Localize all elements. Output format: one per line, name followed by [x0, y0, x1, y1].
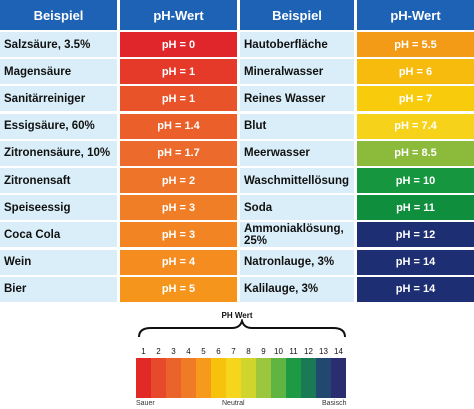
- right-ph-value: pH = 5.5: [357, 32, 474, 57]
- left-ph-value: pH = 4: [120, 249, 237, 275]
- scale-segment: [256, 358, 271, 398]
- scale-segment: [181, 358, 196, 398]
- label-neutral: Neutral: [222, 400, 245, 407]
- left-ph-value: pH = 1: [120, 86, 237, 112]
- scale-segment: [316, 358, 331, 398]
- header-ph-right: pH-Wert: [357, 0, 474, 30]
- scale-segment: [136, 358, 151, 398]
- right-example-label: Waschmittellösung: [240, 168, 354, 193]
- scale-segment: [331, 358, 346, 398]
- right-ph-value: pH = 6: [357, 59, 474, 85]
- left-example-label: Magensäure: [0, 59, 117, 85]
- brace-icon: [138, 319, 346, 338]
- left-ph-value: pH = 2: [120, 168, 237, 193]
- scale-number: 7: [231, 347, 236, 356]
- scale-number: 1: [141, 347, 146, 356]
- scale-title: PH Wert: [221, 311, 253, 320]
- scale-number: 8: [246, 347, 251, 356]
- scale-segment: [151, 358, 166, 398]
- left-ph-value: pH = 5: [120, 276, 237, 302]
- label-sauer: Sauer: [136, 400, 155, 407]
- left-example-label: Salzsäure, 3.5%: [0, 32, 117, 57]
- scale-segment: [286, 358, 301, 398]
- right-example-label: Natronlauge, 3%: [240, 249, 354, 275]
- table-row: Zitronensäure, 10% pH = 1.7 Meerwasser pH =…: [0, 140, 474, 166]
- left-ph-value: pH = 0: [120, 32, 237, 57]
- ph-scale: PH Wert 1 2 3 4 5 6 7 8 9 10 11 12 13 14 Sauer Neutra…: [0, 305, 474, 409]
- right-ph-value: pH = 7: [357, 86, 474, 112]
- left-example-label: Sanitärreiniger: [0, 86, 117, 112]
- table-row: Sanitärreiniger pH = 1 Reines Wasser pH = 7: [0, 86, 474, 112]
- left-example-label: Wein: [0, 249, 117, 275]
- table-row: Coca Cola pH = 3 Ammoniaklösung, 25% pH = 1…: [0, 222, 474, 248]
- right-example-label: Meerwasser: [240, 140, 354, 166]
- left-example-label: Zitronensaft: [0, 168, 117, 193]
- right-example-label: Ammoniaklösung, 25%: [240, 222, 354, 248]
- header-beispiel-right: Beispiel: [240, 0, 354, 30]
- header-beispiel-left: Beispiel: [0, 0, 117, 30]
- scale-number: 11: [289, 347, 298, 356]
- left-example-label: Coca Cola: [0, 222, 117, 248]
- scale-segment: [241, 358, 256, 398]
- scale-number: 13: [319, 347, 328, 356]
- scale-segment: [166, 358, 181, 398]
- right-ph-value: pH = 14: [357, 249, 474, 275]
- scale-segment: [301, 358, 316, 398]
- right-ph-value: pH = 10: [357, 168, 474, 193]
- right-example-label: Soda: [240, 195, 354, 221]
- scale-segment: [211, 358, 226, 398]
- right-example-label: Reines Wasser: [240, 86, 354, 112]
- left-example-label: Speiseessig: [0, 195, 117, 221]
- right-ph-value: pH = 14: [357, 276, 474, 302]
- table-row: Essigsäure, 60% pH = 1.4 Blut pH = 7.4: [0, 113, 474, 139]
- table-row: Wein pH = 4 Natronlauge, 3% pH = 14: [0, 249, 474, 275]
- left-example-label: Zitronensäure, 10%: [0, 140, 117, 166]
- label-basisch: Basisch: [322, 400, 347, 407]
- right-example-label: Kalilauge, 3%: [240, 276, 354, 302]
- left-ph-value: pH = 1: [120, 59, 237, 85]
- scale-number: 12: [304, 347, 313, 356]
- table-row: Zitronensaft pH = 2 Waschmittellösung pH = …: [0, 168, 474, 193]
- table-row: Speiseessig pH = 3 Soda pH = 11: [0, 195, 474, 221]
- right-ph-value: pH = 7.4: [357, 113, 474, 139]
- header-ph-left: pH-Wert: [120, 0, 237, 30]
- right-example-label: Mineralwasser: [240, 59, 354, 85]
- left-ph-value: pH = 1.7: [120, 140, 237, 166]
- scale-segment: [196, 358, 211, 398]
- table-row: Magensäure pH = 1 Mineralwasser pH = 6: [0, 59, 474, 85]
- scale-number: 5: [201, 347, 206, 356]
- left-example-label: Essigsäure, 60%: [0, 113, 117, 139]
- left-ph-value: pH = 1.4: [120, 113, 237, 139]
- right-ph-value: pH = 11: [357, 195, 474, 221]
- right-ph-value: pH = 8.5: [357, 140, 474, 166]
- left-ph-value: pH = 3: [120, 195, 237, 221]
- scale-number: 4: [186, 347, 191, 356]
- table-header: Beispiel pH-Wert Beispiel pH-Wert: [0, 0, 474, 30]
- scale-number: 10: [274, 347, 283, 356]
- scale-number: 3: [171, 347, 176, 356]
- scale-segment: [271, 358, 286, 398]
- scale-number: 6: [216, 347, 221, 356]
- right-example-label: Hautoberfläche: [240, 32, 354, 57]
- ph-color-bar: [136, 358, 346, 398]
- scale-number: 2: [156, 347, 161, 356]
- left-ph-value: pH = 3: [120, 222, 237, 248]
- scale-number: 14: [334, 347, 343, 356]
- right-example-label: Blut: [240, 113, 354, 139]
- scale-number: 9: [261, 347, 266, 356]
- scale-segment: [226, 358, 241, 398]
- left-example-label: Bier: [0, 276, 117, 302]
- table-row: Bier pH = 5 Kalilauge, 3% pH = 14: [0, 276, 474, 302]
- table-row: Salzsäure, 3.5% pH = 0 Hautoberfläche pH = …: [0, 32, 474, 57]
- right-ph-value: pH = 12: [357, 222, 474, 248]
